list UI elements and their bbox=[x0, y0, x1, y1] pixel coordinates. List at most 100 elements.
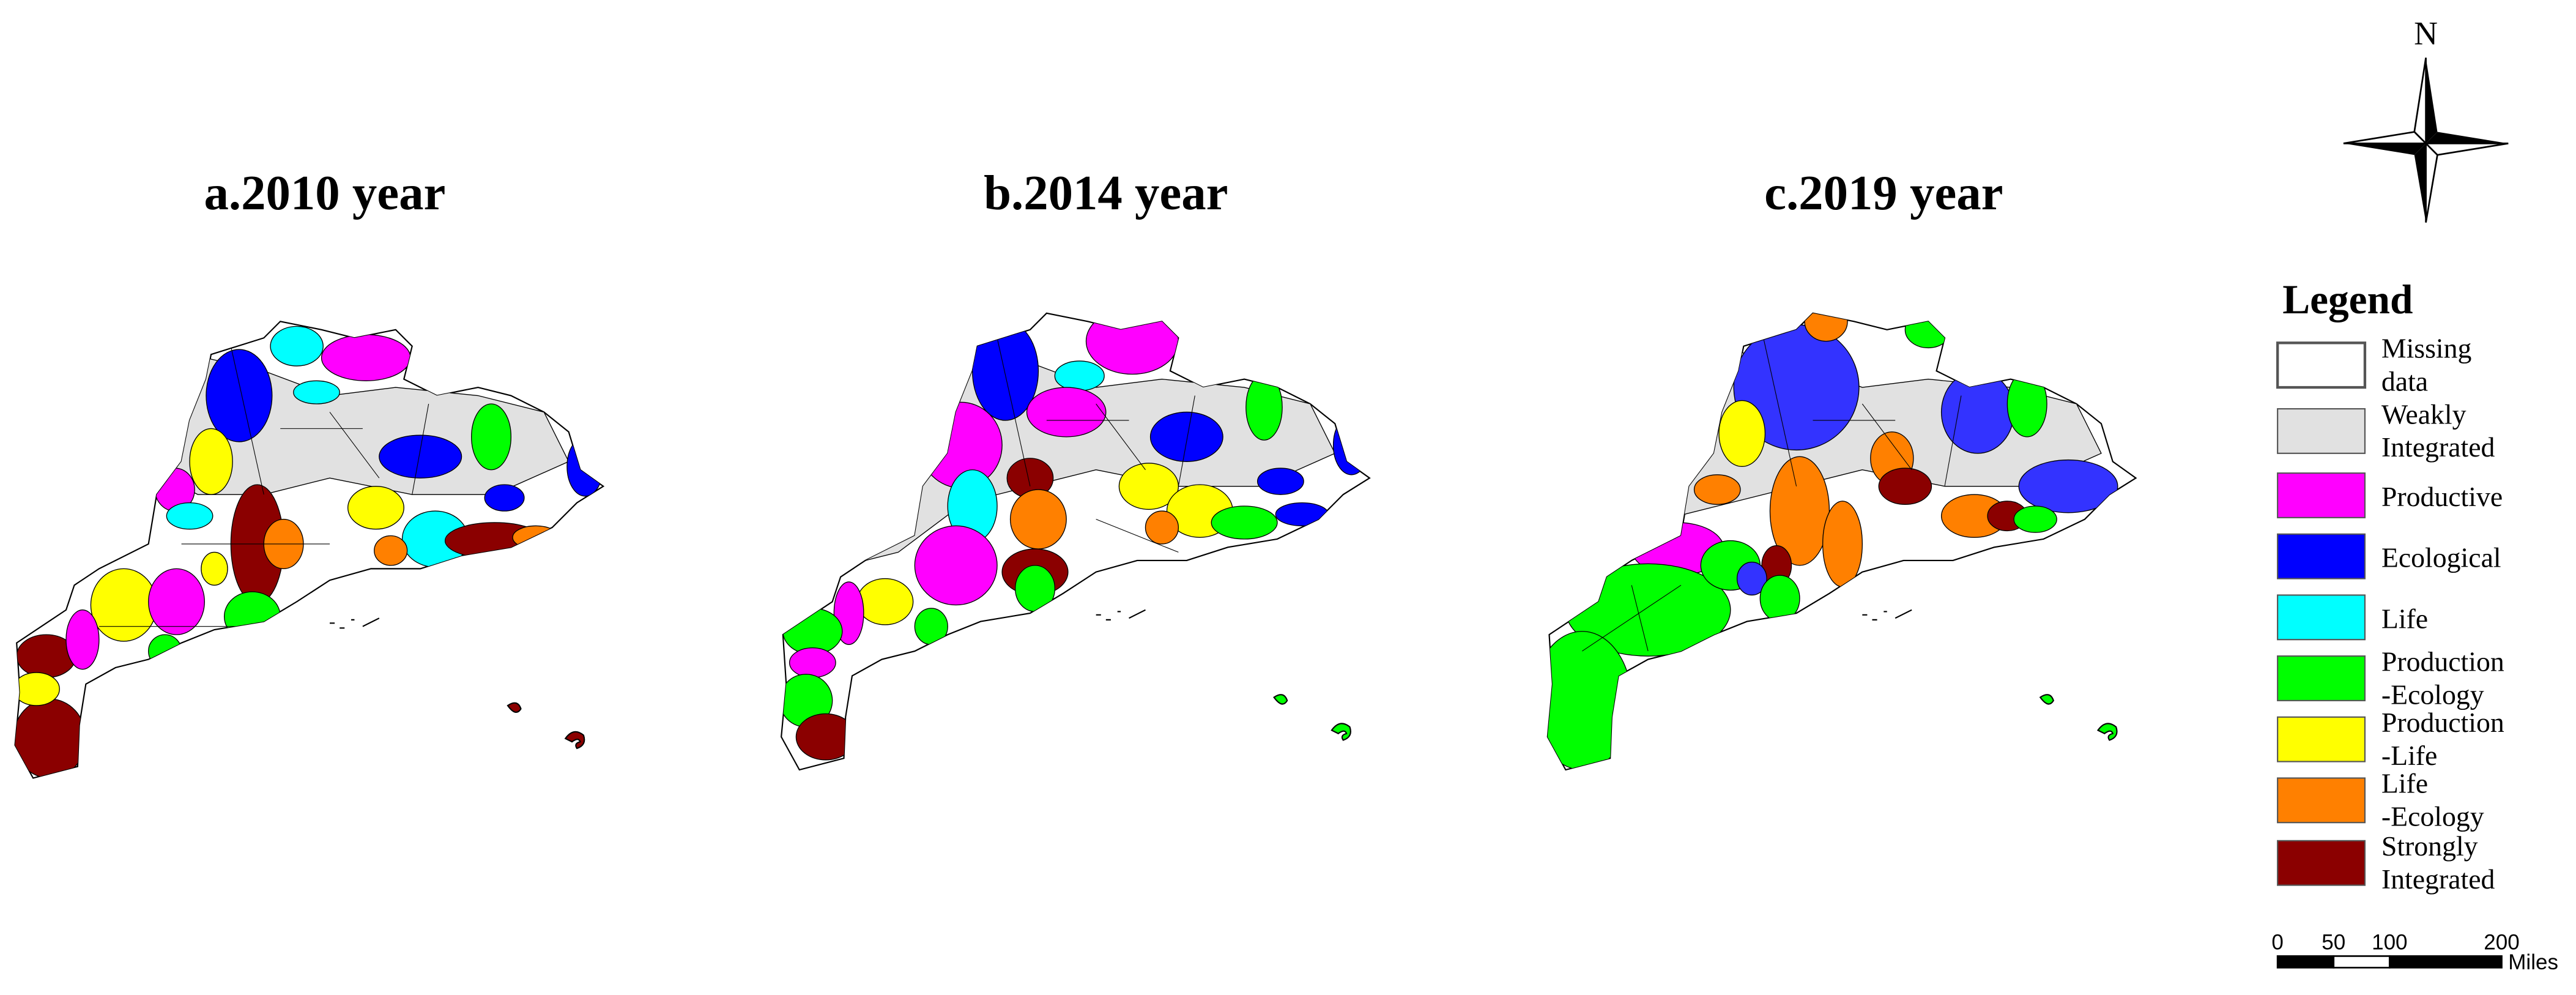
legend: MissingdataWeaklyIntegratedProductiveEco… bbox=[2276, 333, 2504, 895]
boundary bbox=[1582, 338, 1962, 652]
arrow-part bbox=[2426, 58, 2438, 144]
region bbox=[1332, 415, 1370, 475]
boundary bbox=[98, 346, 429, 627]
north-arrow: N bbox=[2343, 15, 2509, 223]
region bbox=[1009, 489, 1067, 550]
region bbox=[471, 403, 512, 471]
legend-label: Strongly bbox=[2381, 830, 2478, 862]
region bbox=[1145, 510, 1179, 545]
legend-swatch bbox=[2277, 655, 2366, 701]
scale-label: 100 bbox=[2372, 931, 2407, 955]
legend-title: Legend bbox=[2282, 277, 2413, 322]
islands bbox=[328, 617, 585, 750]
region bbox=[914, 525, 998, 606]
region bbox=[189, 428, 233, 495]
legend-label: Life bbox=[2381, 603, 2428, 634]
region bbox=[374, 535, 408, 566]
region bbox=[789, 647, 836, 678]
region bbox=[1149, 411, 1223, 462]
legend-label: Productive bbox=[2381, 481, 2503, 512]
region bbox=[2013, 505, 2057, 533]
arrow-part bbox=[2425, 141, 2438, 223]
region bbox=[293, 380, 340, 404]
region bbox=[201, 551, 228, 586]
legend-swatch bbox=[2276, 341, 2367, 389]
region bbox=[914, 608, 948, 645]
legend-label: Ecological bbox=[2381, 542, 2501, 573]
scale-label: 200 bbox=[2484, 931, 2519, 955]
region bbox=[1822, 501, 1863, 587]
region bbox=[1878, 468, 1932, 505]
region bbox=[2006, 370, 2047, 438]
legend-label: Life bbox=[2381, 768, 2428, 799]
scale-segment bbox=[2333, 955, 2391, 969]
map-panel bbox=[14, 320, 604, 779]
region bbox=[1769, 456, 1830, 566]
region bbox=[1547, 631, 1632, 770]
region bbox=[2018, 459, 2118, 513]
region bbox=[321, 334, 411, 381]
legend-swatch bbox=[2277, 777, 2366, 824]
region bbox=[1693, 474, 1741, 505]
map-panel bbox=[1546, 312, 2137, 771]
scale-label: 50 bbox=[2322, 931, 2345, 955]
region bbox=[270, 326, 324, 367]
region bbox=[1275, 502, 1329, 527]
legend-swatch bbox=[2277, 533, 2366, 579]
legend-swatch bbox=[2277, 472, 2366, 518]
region bbox=[484, 484, 525, 512]
region bbox=[512, 525, 560, 550]
legend-label: Missing bbox=[2381, 333, 2472, 364]
region bbox=[90, 568, 157, 642]
arrow-part bbox=[2414, 143, 2426, 223]
region bbox=[1904, 313, 1952, 349]
legend-label: Integrated bbox=[2381, 863, 2495, 895]
region bbox=[206, 349, 273, 442]
region bbox=[223, 591, 281, 642]
region bbox=[1014, 565, 1055, 613]
panel-title: b.2014 year bbox=[984, 166, 1228, 220]
legend-label: Production bbox=[2381, 646, 2504, 677]
region bbox=[1718, 400, 1766, 468]
region bbox=[379, 434, 462, 479]
region bbox=[1804, 313, 1848, 342]
legend-label: -Ecology bbox=[2381, 801, 2484, 832]
panel-title: c.2019 year bbox=[1764, 166, 2003, 220]
region bbox=[566, 436, 604, 497]
arrow-part bbox=[2343, 131, 2428, 144]
legend-swatch bbox=[2277, 594, 2366, 641]
panel-title: a.2010 year bbox=[204, 166, 445, 220]
region bbox=[795, 713, 856, 761]
region bbox=[166, 502, 213, 530]
region bbox=[1026, 387, 1107, 438]
region bbox=[1736, 561, 1767, 596]
north-label: N bbox=[2414, 15, 2438, 52]
region bbox=[15, 672, 60, 706]
scale-segment bbox=[2388, 955, 2503, 969]
islands bbox=[1095, 609, 1352, 741]
legend-swatch bbox=[2277, 840, 2366, 886]
region bbox=[1245, 373, 1283, 441]
region bbox=[856, 578, 914, 625]
legend-label: -Life bbox=[2381, 740, 2438, 771]
region bbox=[1085, 313, 1179, 375]
legend-label: Weakly bbox=[2381, 398, 2467, 430]
region bbox=[148, 568, 205, 635]
legend-swatch bbox=[2277, 716, 2366, 762]
region bbox=[1940, 370, 2014, 454]
scale-label: 0 bbox=[2271, 931, 2283, 955]
islands bbox=[1861, 609, 2118, 741]
arrow-part bbox=[2424, 143, 2509, 156]
legend-label: Production bbox=[2381, 707, 2504, 738]
legend-label: Integrated bbox=[2381, 431, 2495, 463]
scale-unit: Miles bbox=[2508, 950, 2558, 974]
arrow-part bbox=[2426, 132, 2509, 144]
region bbox=[1211, 505, 1278, 540]
region bbox=[1054, 360, 1105, 392]
region bbox=[1759, 575, 1800, 622]
arrow-part bbox=[2413, 58, 2427, 146]
legend-swatch bbox=[2277, 408, 2366, 454]
region bbox=[1256, 468, 1304, 495]
